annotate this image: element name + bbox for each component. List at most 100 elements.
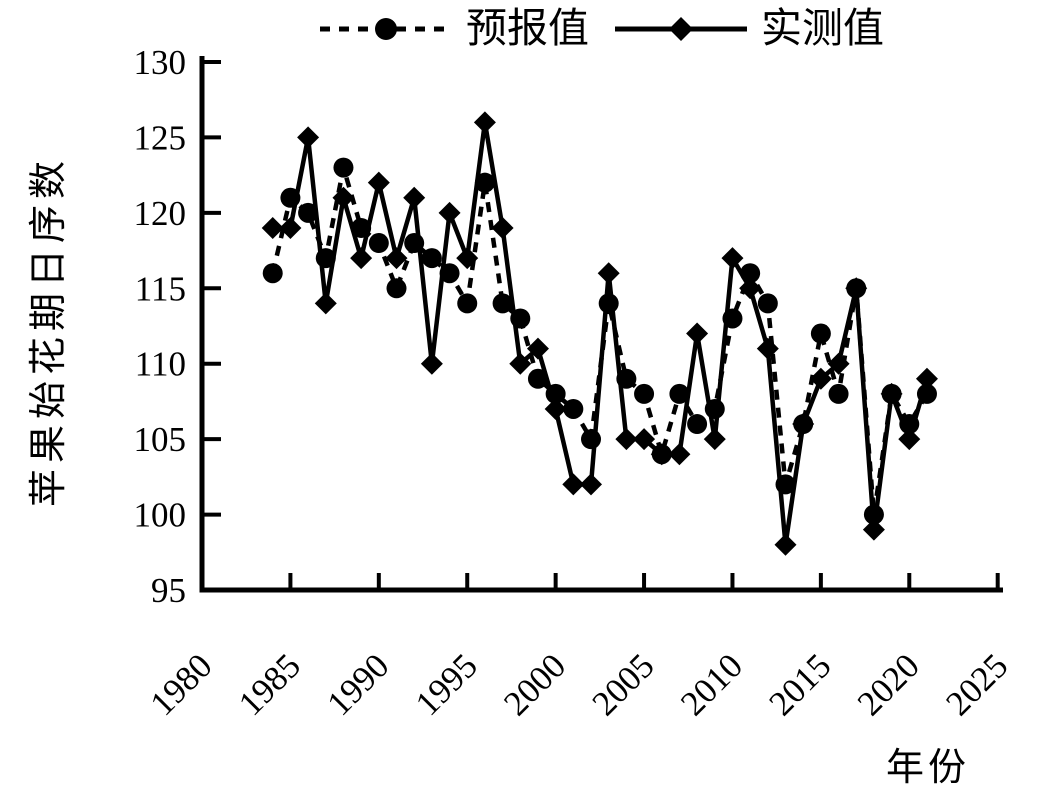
observed-point-marker bbox=[385, 247, 408, 270]
observed-point-marker bbox=[279, 216, 302, 239]
forecast-point-marker bbox=[439, 263, 460, 284]
observed-point-marker bbox=[774, 533, 797, 556]
forecast-point-marker bbox=[828, 383, 849, 404]
forecast-point-marker bbox=[616, 368, 637, 389]
forecast-point-marker bbox=[298, 202, 319, 223]
forecast-point-marker bbox=[916, 383, 937, 404]
forecast-point-marker bbox=[740, 263, 761, 284]
observed-point-marker bbox=[633, 428, 656, 451]
forecast-point-marker bbox=[527, 368, 548, 389]
y-tick-label: 100 bbox=[134, 496, 187, 535]
x-tick-label: 1985 bbox=[231, 646, 308, 723]
observed-point-marker bbox=[526, 337, 549, 360]
forecast-point-marker bbox=[669, 383, 690, 404]
observed-point-marker bbox=[491, 216, 514, 239]
observed-point-marker bbox=[721, 247, 744, 270]
y-tick-label: 110 bbox=[135, 345, 186, 384]
observed-point-marker bbox=[615, 428, 638, 451]
forecast-point-marker bbox=[404, 233, 425, 254]
forecast-point-marker bbox=[474, 172, 495, 193]
observed-point-marker bbox=[544, 397, 567, 420]
observed-point-marker bbox=[827, 352, 850, 375]
legend-item-forecast: 预报值 bbox=[318, 8, 589, 49]
observed-point-marker bbox=[862, 518, 885, 541]
observed-point-marker bbox=[350, 247, 373, 270]
forecast-legend-sample bbox=[320, 17, 452, 40]
y-tick-label: 105 bbox=[134, 420, 187, 459]
forecast-point-marker bbox=[846, 278, 867, 299]
legend-label-forecast: 预报值 bbox=[466, 5, 589, 51]
observed-point-marker bbox=[509, 352, 532, 375]
y-axis-title: 苹果始花期日序数 bbox=[28, 155, 70, 508]
observed-point-marker bbox=[403, 186, 426, 209]
observed-point-marker bbox=[756, 337, 779, 360]
forecast-point-marker bbox=[581, 429, 602, 450]
forecast-point-marker bbox=[262, 263, 283, 284]
observed-point-marker bbox=[367, 171, 390, 194]
forecast-point-marker bbox=[351, 217, 372, 238]
forecast-point-marker bbox=[722, 308, 743, 329]
x-tick-label: 2005 bbox=[585, 646, 662, 723]
observed-point-marker bbox=[456, 247, 479, 270]
observed-point-marker bbox=[915, 367, 938, 390]
observed-point-marker bbox=[473, 111, 496, 134]
forecast-point-marker bbox=[386, 278, 407, 299]
x-tick-label: 2000 bbox=[496, 646, 573, 723]
x-tick-label: 2025 bbox=[938, 646, 1015, 723]
observed-point-marker bbox=[686, 322, 709, 345]
y-tick-label: 125 bbox=[134, 118, 187, 157]
observed-point-marker bbox=[314, 292, 337, 315]
forecast-point-marker bbox=[899, 414, 920, 435]
forecast-point-marker bbox=[457, 293, 478, 314]
observed-point-marker bbox=[297, 126, 320, 149]
forecast-point-marker bbox=[545, 383, 566, 404]
x-tick-label: 2020 bbox=[850, 646, 927, 723]
forecast-series-line bbox=[270, 166, 929, 515]
x-tick-label: 2015 bbox=[761, 646, 838, 723]
observed-point-marker bbox=[580, 473, 603, 496]
observed-point-marker bbox=[703, 428, 726, 451]
y-tick-label: 130 bbox=[134, 43, 187, 82]
forecast-point-marker bbox=[315, 248, 336, 269]
x-tick-label: 1995 bbox=[408, 646, 485, 723]
legend-label-observed: 实测值 bbox=[761, 5, 884, 51]
forecast-point-marker bbox=[881, 383, 902, 404]
circle-marker-icon bbox=[375, 17, 397, 40]
observed-point-marker bbox=[668, 443, 691, 466]
forecast-point-marker bbox=[863, 504, 884, 525]
observed-legend-sample bbox=[615, 16, 747, 41]
forecast-point-marker bbox=[368, 233, 389, 254]
forecast-point-marker bbox=[598, 293, 619, 314]
observed-point-marker bbox=[438, 201, 461, 224]
x-tick-label: 1990 bbox=[319, 646, 396, 723]
forecast-point-marker bbox=[333, 157, 354, 178]
observed-point-marker bbox=[809, 367, 832, 390]
diamond-marker-icon bbox=[669, 16, 693, 41]
forecast-point-marker bbox=[810, 323, 831, 344]
x-tick-label: 2010 bbox=[673, 646, 750, 723]
forecast-point-marker bbox=[634, 383, 655, 404]
forecast-point-marker bbox=[775, 474, 796, 495]
observed-point-marker bbox=[898, 428, 921, 451]
forecast-point-marker bbox=[757, 293, 778, 314]
forecast-point-marker bbox=[651, 444, 672, 465]
forecast-point-marker bbox=[492, 293, 513, 314]
legend-item-observed: 实测值 bbox=[613, 8, 884, 49]
forecast-point-marker bbox=[280, 187, 301, 208]
forecast-point-marker bbox=[704, 398, 725, 419]
observed-point-marker bbox=[420, 352, 443, 375]
y-tick-label: 95 bbox=[151, 571, 186, 610]
y-tick-label: 120 bbox=[134, 194, 187, 233]
observed-point-marker bbox=[332, 186, 355, 209]
forecast-point-marker bbox=[687, 414, 708, 435]
forecast-point-marker bbox=[563, 398, 584, 419]
forecast-point-marker bbox=[421, 248, 442, 269]
x-axis-title: 年份 bbox=[886, 747, 971, 789]
forecast-point-marker bbox=[510, 308, 531, 329]
observed-point-marker bbox=[739, 277, 762, 300]
observed-point-marker bbox=[562, 473, 585, 496]
forecast-point-marker bbox=[793, 414, 814, 435]
x-tick-label: 1980 bbox=[143, 646, 220, 723]
